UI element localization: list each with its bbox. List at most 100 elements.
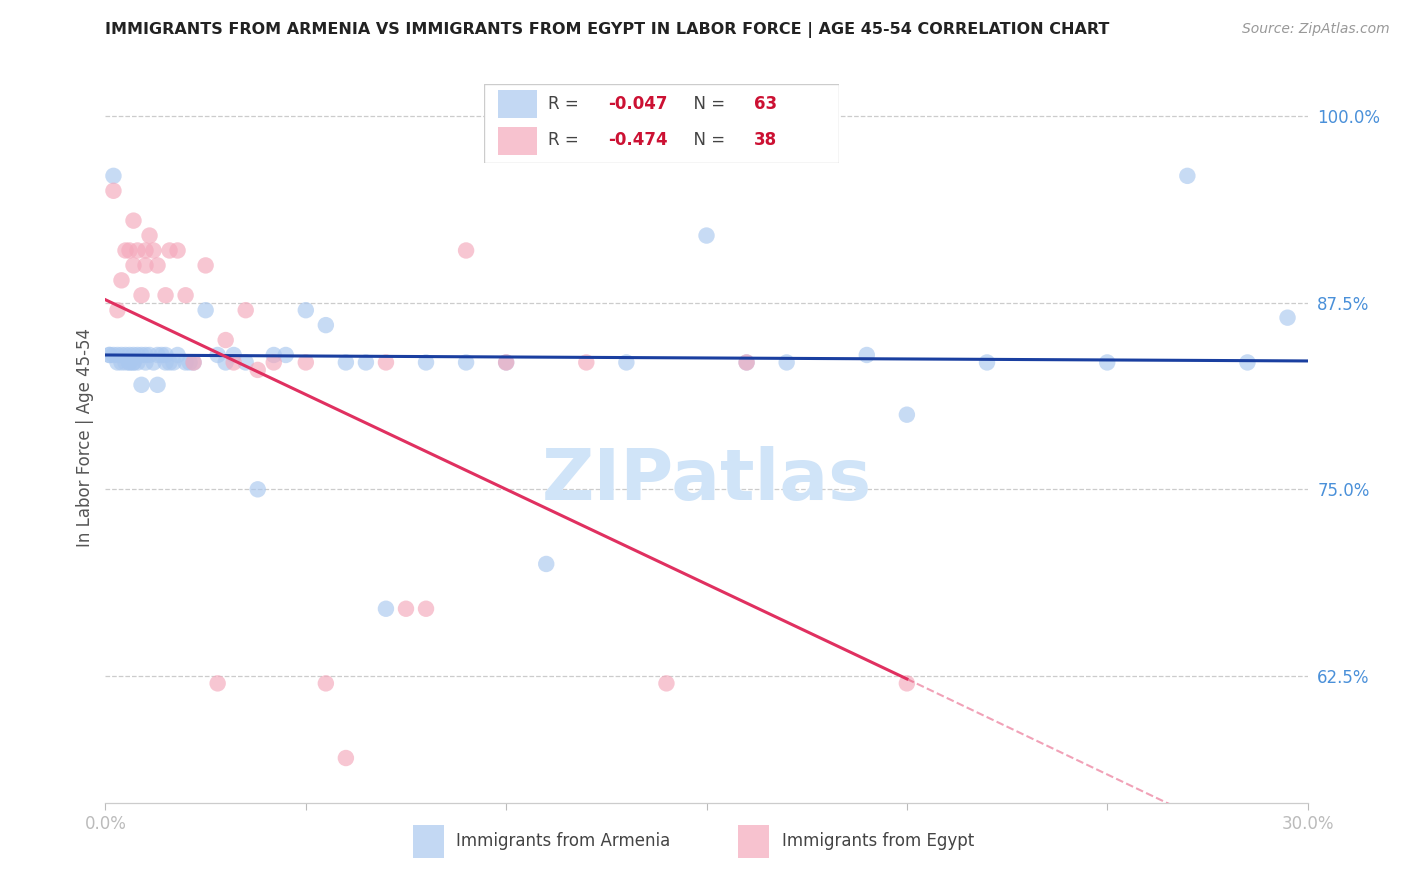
Point (534, 557, 557, 571)
Point (135, 244, 157, 258)
Text: IMMIGRANTS FROM ARMENIA VS IMMIGRANTS FROM EGYPT IN LABOR FORCE | AGE 45-54 CORR: IMMIGRANTS FROM ARMENIA VS IMMIGRANTS FR… (105, 22, 1109, 38)
Point (616, 355, 638, 369)
Point (166, 244, 188, 258)
Point (103, 169, 125, 183)
Point (114, 244, 136, 258)
Point (114, 348, 136, 362)
Point (896, 408, 918, 422)
Point (575, 355, 598, 369)
Point (127, 244, 149, 258)
Point (131, 377, 153, 392)
Point (246, 363, 269, 377)
Point (274, 348, 297, 362)
Point (135, 259, 157, 273)
Point (107, 355, 129, 369)
Point (207, 676, 229, 690)
Text: Source: ZipAtlas.com: Source: ZipAtlas.com (1241, 22, 1389, 37)
Point (222, 355, 245, 369)
Point (246, 483, 269, 497)
Point (107, 348, 129, 362)
Point (98, 348, 121, 362)
Point (107, 303, 129, 318)
Point (146, 259, 169, 273)
Point (454, 355, 477, 369)
Point (155, 288, 177, 302)
Point (335, 355, 357, 369)
Point (235, 355, 257, 369)
Point (155, 355, 177, 369)
Point (454, 244, 477, 258)
Point (150, 348, 173, 362)
Point (118, 348, 141, 362)
Point (263, 355, 285, 369)
Point (495, 355, 517, 369)
Point (1236, 355, 1258, 369)
Point (138, 348, 160, 362)
Point (207, 348, 229, 362)
Text: ZIPatlas: ZIPatlas (541, 447, 872, 516)
Y-axis label: In Labor Force | Age 45-54: In Labor Force | Age 45-54 (76, 327, 94, 547)
Point (222, 348, 245, 362)
Point (1097, 355, 1119, 369)
Point (183, 355, 205, 369)
Point (174, 288, 197, 302)
Point (135, 355, 157, 369)
Point (295, 303, 318, 318)
Point (735, 355, 758, 369)
Point (135, 348, 157, 362)
Point (138, 228, 160, 243)
Point (127, 348, 149, 362)
Point (1277, 310, 1299, 325)
Point (315, 318, 337, 332)
Point (118, 244, 141, 258)
Point (335, 751, 357, 765)
Point (214, 355, 236, 369)
Point (776, 355, 799, 369)
Point (174, 355, 197, 369)
Point (976, 355, 998, 369)
Point (166, 348, 188, 362)
Point (315, 676, 337, 690)
Point (295, 355, 318, 369)
Point (159, 244, 181, 258)
Point (415, 355, 437, 369)
Point (263, 348, 285, 362)
Point (374, 601, 398, 615)
Point (114, 355, 136, 369)
Point (183, 355, 205, 369)
Point (179, 355, 201, 369)
Point (122, 348, 145, 362)
Point (162, 355, 184, 369)
Point (159, 355, 181, 369)
Point (395, 601, 418, 615)
Point (855, 348, 877, 362)
Point (118, 355, 141, 369)
Point (122, 355, 145, 369)
Point (896, 676, 918, 690)
Point (127, 355, 149, 369)
Point (103, 184, 125, 198)
Point (194, 259, 217, 273)
Point (354, 355, 377, 369)
Point (374, 355, 398, 369)
Point (194, 303, 217, 318)
Point (122, 355, 145, 369)
Point (1177, 169, 1199, 183)
Point (131, 288, 153, 302)
Point (110, 348, 132, 362)
Point (142, 244, 165, 258)
Point (110, 355, 132, 369)
Point (110, 273, 132, 287)
Point (655, 676, 678, 690)
Point (696, 228, 718, 243)
Point (495, 355, 517, 369)
Point (735, 355, 758, 369)
Point (98, 348, 121, 362)
Point (146, 348, 169, 362)
Point (235, 303, 257, 318)
Point (142, 355, 165, 369)
Point (155, 348, 177, 362)
Point (103, 348, 125, 362)
Point (214, 333, 236, 347)
Point (118, 355, 141, 369)
